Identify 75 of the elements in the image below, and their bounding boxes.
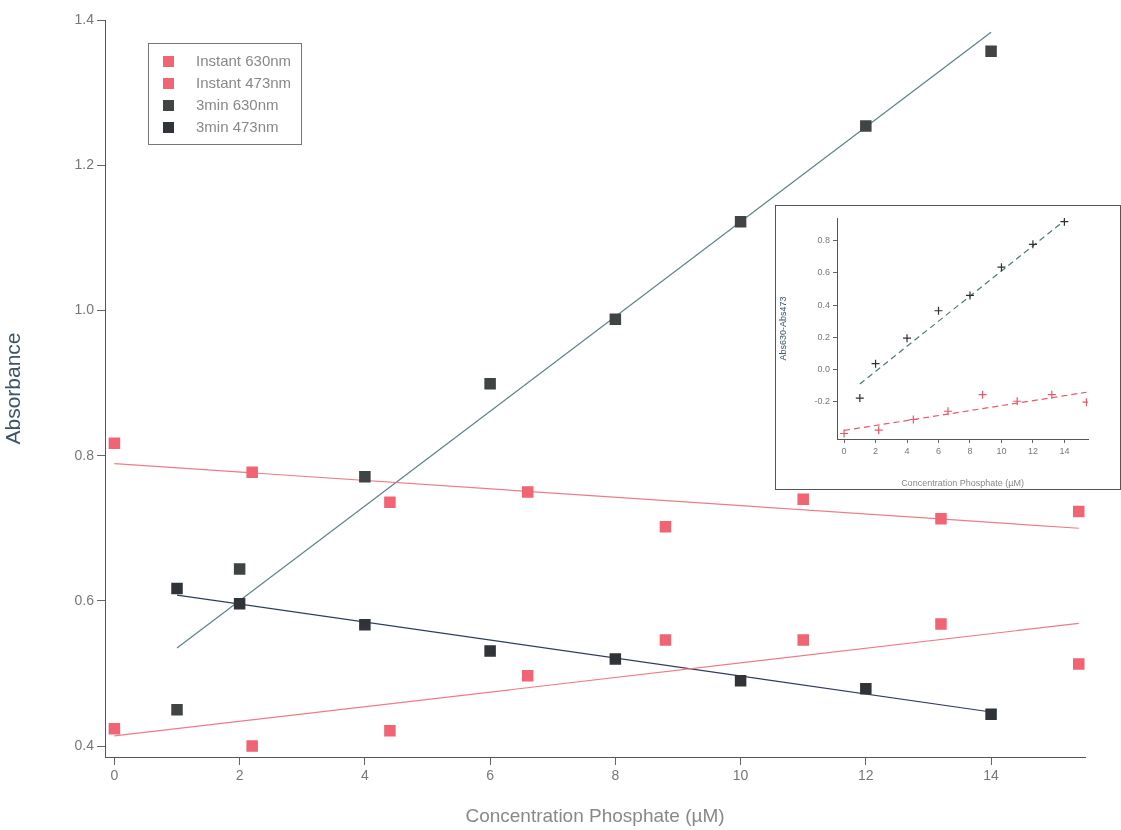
point xyxy=(484,378,496,390)
legend-label: Instant 473nm xyxy=(196,73,292,93)
point xyxy=(734,675,747,687)
point xyxy=(246,466,258,479)
legend-label: Instant 630nm xyxy=(196,51,292,71)
y-tick-label: 0.6 xyxy=(74,591,95,608)
x-tick-label: 10 xyxy=(732,767,749,784)
point xyxy=(609,653,622,665)
y-tick-label: 0.6 xyxy=(817,267,830,278)
y-tick-label: 0.8 xyxy=(74,446,95,463)
point xyxy=(855,393,865,403)
point xyxy=(246,740,258,752)
point xyxy=(935,618,947,630)
y-tick-label: 0.4 xyxy=(817,299,830,310)
point xyxy=(171,582,183,595)
point xyxy=(609,313,622,325)
point xyxy=(874,425,884,435)
y-tick-label: -0.2 xyxy=(814,396,830,407)
y-tick-label: 0.4 xyxy=(74,736,95,753)
x-tick-label: 12 xyxy=(858,767,874,784)
y-tick-label: 1.2 xyxy=(74,156,95,173)
x-tick-label: 6 xyxy=(486,767,495,784)
point xyxy=(839,428,849,439)
x-axis-title: Concentration Phosphate (µM) xyxy=(465,804,725,826)
x-tick-label: 0 xyxy=(841,445,847,456)
legend-label: 3min 473nm xyxy=(196,117,279,137)
point xyxy=(1072,505,1085,518)
point xyxy=(484,645,496,657)
point xyxy=(521,669,534,682)
x-tick-label: 14 xyxy=(1059,445,1070,456)
point xyxy=(965,290,975,301)
point xyxy=(659,634,672,646)
x-tick-label: 4 xyxy=(904,445,910,456)
x-tick-label: 2 xyxy=(873,445,879,456)
point xyxy=(359,619,371,631)
point xyxy=(985,45,997,57)
x-tick-label: 6 xyxy=(935,445,942,456)
point xyxy=(384,725,396,737)
point xyxy=(359,470,371,483)
x-axis-title: Concentration Phosphate (µM) xyxy=(901,478,1024,489)
point xyxy=(108,437,121,450)
x-tick-label: 10 xyxy=(996,445,1007,456)
point xyxy=(108,722,121,735)
point xyxy=(233,563,246,575)
x-tick-label: 0 xyxy=(110,767,119,784)
point xyxy=(860,683,872,695)
x-tick-label: 12 xyxy=(1027,445,1038,456)
point xyxy=(1072,658,1085,670)
point xyxy=(1028,239,1038,249)
point xyxy=(734,216,747,228)
point xyxy=(233,598,246,610)
y-tick-label: 0.2 xyxy=(817,331,830,342)
y-tick-label: 1.0 xyxy=(74,301,95,318)
point xyxy=(902,333,912,343)
point xyxy=(659,521,672,533)
y-axis-title: Absorbance xyxy=(1,332,25,445)
x-tick-label: 2 xyxy=(235,767,244,784)
point xyxy=(943,406,953,416)
x-tick-label: 8 xyxy=(967,445,973,456)
y-tick-label: 0.8 xyxy=(817,235,830,246)
point xyxy=(797,634,809,646)
point xyxy=(171,704,183,716)
point xyxy=(860,120,872,132)
y-axis-title: Abs630-Abs473 xyxy=(777,296,788,361)
x-tick-label: 8 xyxy=(611,767,620,784)
point xyxy=(935,513,947,525)
point xyxy=(797,493,809,505)
legend-label: 3min 630nm xyxy=(196,95,279,115)
point xyxy=(384,496,396,508)
y-tick-label: 0.0 xyxy=(817,364,830,375)
x-tick-label: 14 xyxy=(983,767,1000,784)
x-tick-label: 4 xyxy=(360,767,369,784)
y-tick-label: 1.4 xyxy=(74,10,95,27)
point xyxy=(521,486,534,498)
point xyxy=(985,708,997,720)
